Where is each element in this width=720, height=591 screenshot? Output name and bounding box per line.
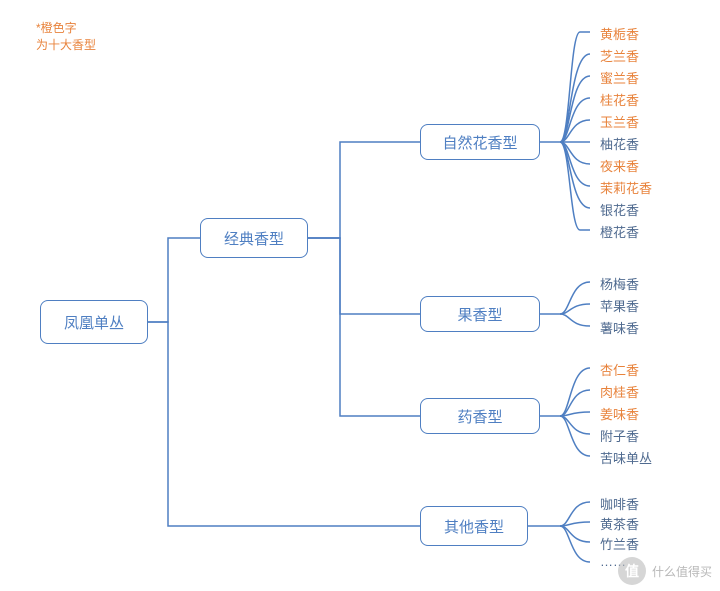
watermark-icon: 值 <box>618 557 646 585</box>
node-fruit: 果香型 <box>420 296 540 332</box>
node-label: 自然花香型 <box>442 132 517 153</box>
leaf-item: 肉桂香 <box>600 382 639 401</box>
node-classic: 经典香型 <box>200 218 308 258</box>
node-root: 凤凰单丛 <box>40 300 148 344</box>
node-other: 其他香型 <box>420 506 528 546</box>
node-natural: 自然花香型 <box>420 124 540 160</box>
node-label: 药香型 <box>457 406 502 427</box>
leaf-item: 黄茶香 <box>600 514 639 533</box>
leaf-item: 桂花香 <box>600 90 639 109</box>
watermark-text: 什么值得买 <box>652 563 712 580</box>
node-label: 凤凰单丛 <box>64 312 124 333</box>
leaf-item: 竹兰香 <box>600 534 639 553</box>
leaf-item: 夜来香 <box>600 156 639 175</box>
leaf-item: 杨梅香 <box>600 274 639 293</box>
leaf-item: 茉莉花香 <box>600 178 652 197</box>
legend-line1: *橙色字 <box>36 20 96 37</box>
leaf-item: 杏仁香 <box>600 360 639 379</box>
watermark: 值 什么值得买 <box>618 557 712 585</box>
leaf-item: 银花香 <box>600 200 639 219</box>
node-label: 果香型 <box>457 304 502 325</box>
leaf-item: 苦味单丛 <box>600 448 652 467</box>
leaf-item: 姜味香 <box>600 404 639 423</box>
leaf-item: 薯味香 <box>600 318 639 337</box>
leaf-item: 柚花香 <box>600 134 639 153</box>
leaf-item: 蜜兰香 <box>600 68 639 87</box>
legend: *橙色字 为十大香型 <box>36 20 96 54</box>
leaf-item: 苹果香 <box>600 296 639 315</box>
node-label: 经典香型 <box>224 228 284 249</box>
node-label: 其他香型 <box>444 516 504 537</box>
leaf-item: 橙花香 <box>600 222 639 241</box>
diagram-canvas: *橙色字 为十大香型 <box>0 0 720 591</box>
leaf-item: 咖啡香 <box>600 494 639 513</box>
node-herb: 药香型 <box>420 398 540 434</box>
leaf-item: 黄栀香 <box>600 24 639 43</box>
leaf-item: 附子香 <box>600 426 639 445</box>
leaf-item: 芝兰香 <box>600 46 639 65</box>
legend-line2: 为十大香型 <box>36 37 96 54</box>
leaf-item: 玉兰香 <box>600 112 639 131</box>
